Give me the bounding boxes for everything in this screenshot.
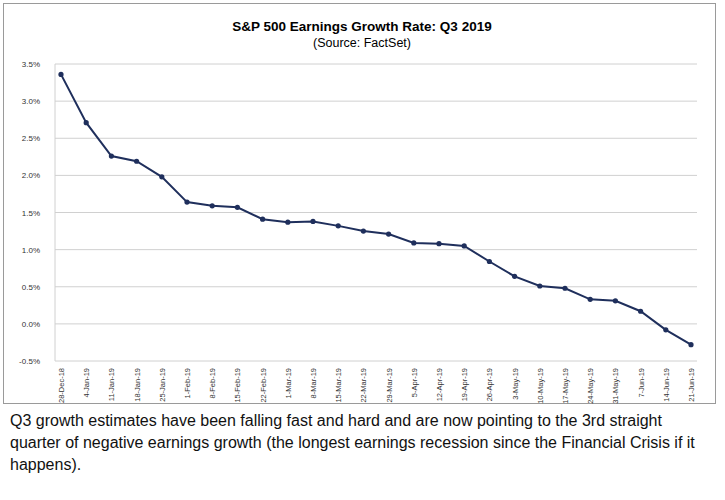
- x-tick-label: 15-Mar-19: [334, 368, 343, 403]
- data-point: [462, 243, 467, 248]
- data-point: [663, 327, 668, 332]
- x-tick-label: 25-Jan-19: [158, 368, 167, 402]
- x-tick-label: 26-Apr-19: [485, 368, 494, 401]
- x-tick-label: 22-Mar-19: [359, 368, 368, 403]
- x-tick-label: 19-Apr-19: [460, 368, 469, 401]
- caption: Q3 growth estimates have been falling fa…: [10, 410, 710, 476]
- x-tick-label: 12-Apr-19: [435, 368, 444, 401]
- data-point: [613, 298, 618, 303]
- y-tick-label: -0.5%: [19, 357, 40, 366]
- subtitle: (Source: FactSet): [313, 36, 411, 50]
- data-point: [285, 220, 290, 225]
- x-tick-label: 8-Feb-19: [208, 368, 217, 398]
- data-point: [184, 200, 189, 205]
- data-point: [512, 274, 517, 279]
- x-tick-label: 11-Jan-19: [107, 368, 116, 401]
- data-point: [638, 309, 643, 314]
- data-point: [361, 228, 366, 233]
- grid-line: [55, 323, 697, 324]
- data-point: [411, 240, 416, 245]
- grid-line: [55, 361, 697, 362]
- x-tick-label: 28-Dec-18: [57, 368, 66, 403]
- grid-line: [55, 212, 697, 213]
- x-tick-label: 7-Jun-19: [637, 368, 646, 398]
- data-point: [310, 219, 315, 224]
- y-tick-label: 1.0%: [22, 246, 40, 255]
- y-tick-label: 0.0%: [22, 320, 40, 329]
- grid-line: [55, 138, 697, 139]
- grid-line: [55, 101, 697, 102]
- x-tick-label: 1-Feb-19: [183, 368, 192, 398]
- data-point: [537, 283, 542, 288]
- chart-frame: [4, 4, 716, 404]
- data-point: [210, 203, 215, 208]
- y-tick-label: 0.5%: [22, 283, 40, 292]
- x-tick-label: 4-Jan-19: [82, 368, 91, 398]
- data-point: [336, 223, 341, 228]
- y-tick-label: 3.0%: [22, 97, 40, 106]
- x-tick-label: 24-May-19: [586, 368, 595, 404]
- data-point: [436, 241, 441, 246]
- data-point: [386, 231, 391, 236]
- data-point: [487, 259, 492, 264]
- x-tick-label: 22-Feb-19: [259, 368, 268, 403]
- data-line: [61, 74, 691, 344]
- grid-line: [55, 175, 697, 176]
- grid-line: [55, 64, 697, 65]
- grid-line: [55, 249, 697, 250]
- data-point: [134, 159, 139, 164]
- y-tick-label: 3.5%: [22, 60, 40, 69]
- data-point: [235, 205, 240, 210]
- y-tick-label: 2.0%: [22, 171, 40, 180]
- y-tick-label: 1.5%: [22, 209, 40, 218]
- x-tick-label: 31-May-19: [611, 368, 620, 404]
- data-point: [58, 72, 63, 77]
- x-tick-label: 29-Mar-19: [385, 368, 394, 403]
- data-point: [588, 297, 593, 302]
- y-axis: [55, 64, 56, 361]
- x-tick-label: 3-May-19: [511, 368, 520, 400]
- grid-line: [55, 286, 697, 287]
- x-tick-label: 15-Feb-19: [233, 368, 242, 403]
- x-tick-label: 5-Apr-19: [410, 368, 419, 397]
- x-tick-label: 10-May-19: [536, 368, 545, 404]
- data-point: [260, 217, 265, 222]
- x-tick-label: 17-May-19: [561, 368, 570, 404]
- x-tick-label: 14-Jun-19: [662, 368, 671, 402]
- data-point: [109, 153, 114, 158]
- data-point: [84, 120, 89, 125]
- x-tick-label: 8-Mar-19: [309, 368, 318, 398]
- data-point: [159, 174, 164, 179]
- data-point: [688, 342, 693, 347]
- x-tick-label: 18-Jan-19: [133, 368, 142, 402]
- data-point: [562, 286, 567, 291]
- plot-group: [58, 72, 693, 347]
- title: S&P 500 Earnings Growth Rate: Q3 2019: [232, 19, 491, 34]
- y-tick-label: 2.5%: [22, 134, 40, 143]
- x-tick-label: 21-Jun-19: [687, 368, 696, 402]
- x-tick-label: 1-Mar-19: [284, 368, 293, 398]
